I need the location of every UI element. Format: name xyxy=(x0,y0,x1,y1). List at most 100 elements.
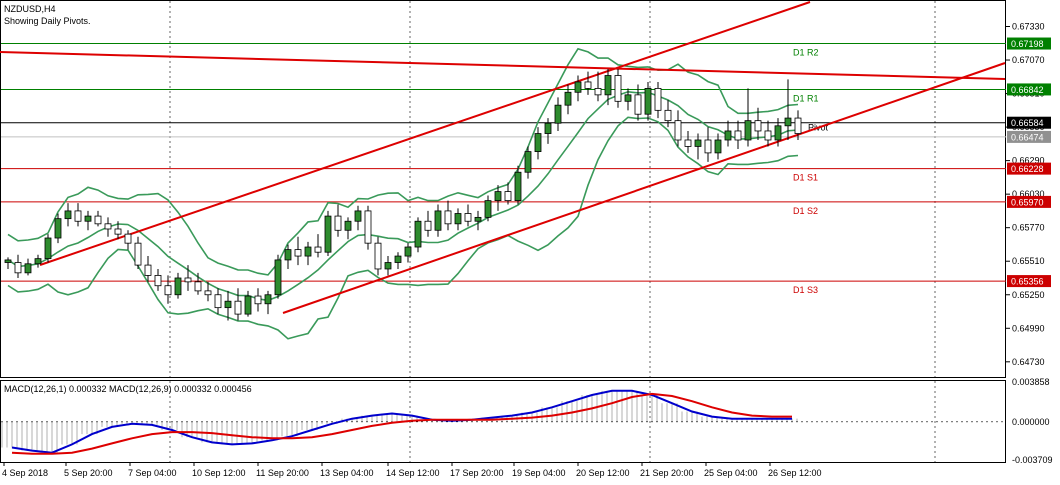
bullish-candle xyxy=(474,216,482,222)
bullish-candle xyxy=(554,104,562,124)
time-tick-label: 13 Sep 04:00 xyxy=(320,468,374,478)
macd-tick-label: -0.003709 xyxy=(1012,455,1053,465)
price-label-text: 0.65970 xyxy=(1011,197,1044,207)
bearish-candle xyxy=(464,213,472,222)
bullish-candle xyxy=(414,220,422,248)
bearish-candle xyxy=(74,210,82,222)
bullish-candle xyxy=(484,200,492,218)
price-label-text: 0.66842 xyxy=(1011,85,1044,95)
candles xyxy=(4,69,802,321)
bearish-candle xyxy=(424,220,432,231)
time-tick-label: 25 Sep 04:00 xyxy=(704,468,758,478)
bullish-candle xyxy=(174,277,182,296)
time-axis: 4 Sep 2018 5 Sep 20:00 7 Sep 04:00 10 Sep 1… xyxy=(2,462,822,478)
price-label-text: 0.66228 xyxy=(1011,164,1044,174)
bearish-candle xyxy=(594,88,602,96)
bullish-candle xyxy=(694,139,702,147)
bullish-candle xyxy=(714,139,722,154)
bullish-candle xyxy=(244,295,252,315)
bullish-candle xyxy=(224,300,232,309)
upper-channel-trendline xyxy=(39,1,811,266)
macd-tick-label: 0.000000 xyxy=(1012,417,1050,427)
bullish-candle xyxy=(564,91,572,106)
bearish-candle xyxy=(154,275,162,287)
time-tick-label: 10 Sep 12:00 xyxy=(192,468,246,478)
bullish-candle xyxy=(514,171,522,202)
price-tick-label: 0.65770 xyxy=(1012,223,1045,233)
main-chart-frame xyxy=(0,0,1006,378)
price-tick-label: 0.65250 xyxy=(1012,290,1045,300)
bearish-candle xyxy=(794,117,802,134)
time-tick-label: 26 Sep 12:00 xyxy=(768,468,822,478)
pivot-label: D1 S1 xyxy=(793,173,818,183)
bearish-candle xyxy=(194,281,202,292)
lower-channel-trendline xyxy=(282,62,1006,314)
bearish-candle xyxy=(124,233,132,244)
bullish-candle xyxy=(384,262,392,270)
bullish-candle xyxy=(724,130,732,141)
bullish-candle xyxy=(394,255,402,263)
time-tick-label: 19 Sep 04:00 xyxy=(512,468,566,478)
macd-tick-label: 0.003858 xyxy=(1012,377,1050,387)
price-tick-label: 0.64990 xyxy=(1012,323,1045,333)
bullish-candle xyxy=(524,151,532,173)
bearish-candle xyxy=(364,210,372,244)
bullish-candle xyxy=(344,220,352,231)
bearish-candle xyxy=(664,109,672,122)
bullish-candle xyxy=(354,210,362,222)
symbol-label: NZDUSD,H4 xyxy=(4,4,56,14)
bearish-candle xyxy=(704,139,712,154)
time-tick-label: 21 Sep 20:00 xyxy=(640,468,694,478)
bullish-candle xyxy=(274,259,282,296)
bearish-candle xyxy=(214,294,222,309)
bearish-candle xyxy=(204,290,212,296)
pivot-label: D1 R1 xyxy=(793,93,819,103)
bullish-candle xyxy=(454,213,462,225)
price-label-box xyxy=(1007,162,1051,175)
bullish-candle xyxy=(624,94,632,102)
bullish-candle xyxy=(404,246,412,257)
bullish-candle xyxy=(324,215,332,253)
bullish-candle xyxy=(494,191,502,202)
macd-lines xyxy=(11,389,792,455)
bearish-candle xyxy=(144,264,152,276)
pivot-subtitle: Showing Daily Pivots. xyxy=(4,16,91,26)
price-label-box xyxy=(1007,116,1051,129)
time-tick-label: 4 Sep 2018 xyxy=(2,468,48,478)
macd-series-line xyxy=(11,392,792,455)
bearish-candle xyxy=(14,262,22,274)
bearish-candle xyxy=(374,242,382,270)
bullish-candle xyxy=(64,210,72,220)
bullish-candle xyxy=(604,75,612,96)
bullish-candle xyxy=(574,81,582,93)
bullish-candle xyxy=(534,133,542,153)
price-label-box xyxy=(1007,275,1051,288)
pivot-label: D1 R2 xyxy=(793,48,819,58)
bearish-candle xyxy=(314,246,322,253)
bullish-candle xyxy=(644,88,652,115)
bullish-candle xyxy=(44,237,52,260)
resistance-trendline xyxy=(0,51,1006,80)
bearish-candle xyxy=(234,300,242,315)
bullish-candle xyxy=(264,294,272,305)
price-label-box xyxy=(1007,195,1051,208)
bearish-candle xyxy=(164,285,172,296)
time-tick-label: 20 Sep 12:00 xyxy=(576,468,630,478)
bearish-candle xyxy=(134,242,142,266)
price-tick-label: 0.64730 xyxy=(1012,357,1045,367)
price-label-text: 0.66584 xyxy=(1011,118,1044,128)
bullish-candle xyxy=(284,249,292,261)
bearish-candle xyxy=(734,130,742,141)
time-tick-label: 14 Sep 12:00 xyxy=(386,468,440,478)
bearish-candle xyxy=(614,75,622,102)
bullish-candle xyxy=(774,125,782,141)
bearish-candle xyxy=(764,130,772,141)
price-tick-label: 0.67330 xyxy=(1012,22,1045,32)
bearish-candle xyxy=(334,215,342,231)
bullish-candle xyxy=(544,122,552,134)
price-tick-label: 0.65510 xyxy=(1012,256,1045,266)
bollinger-lower-band xyxy=(7,116,799,340)
price-tick-label: 0.67070 xyxy=(1012,55,1045,65)
bullish-candle xyxy=(84,215,92,222)
